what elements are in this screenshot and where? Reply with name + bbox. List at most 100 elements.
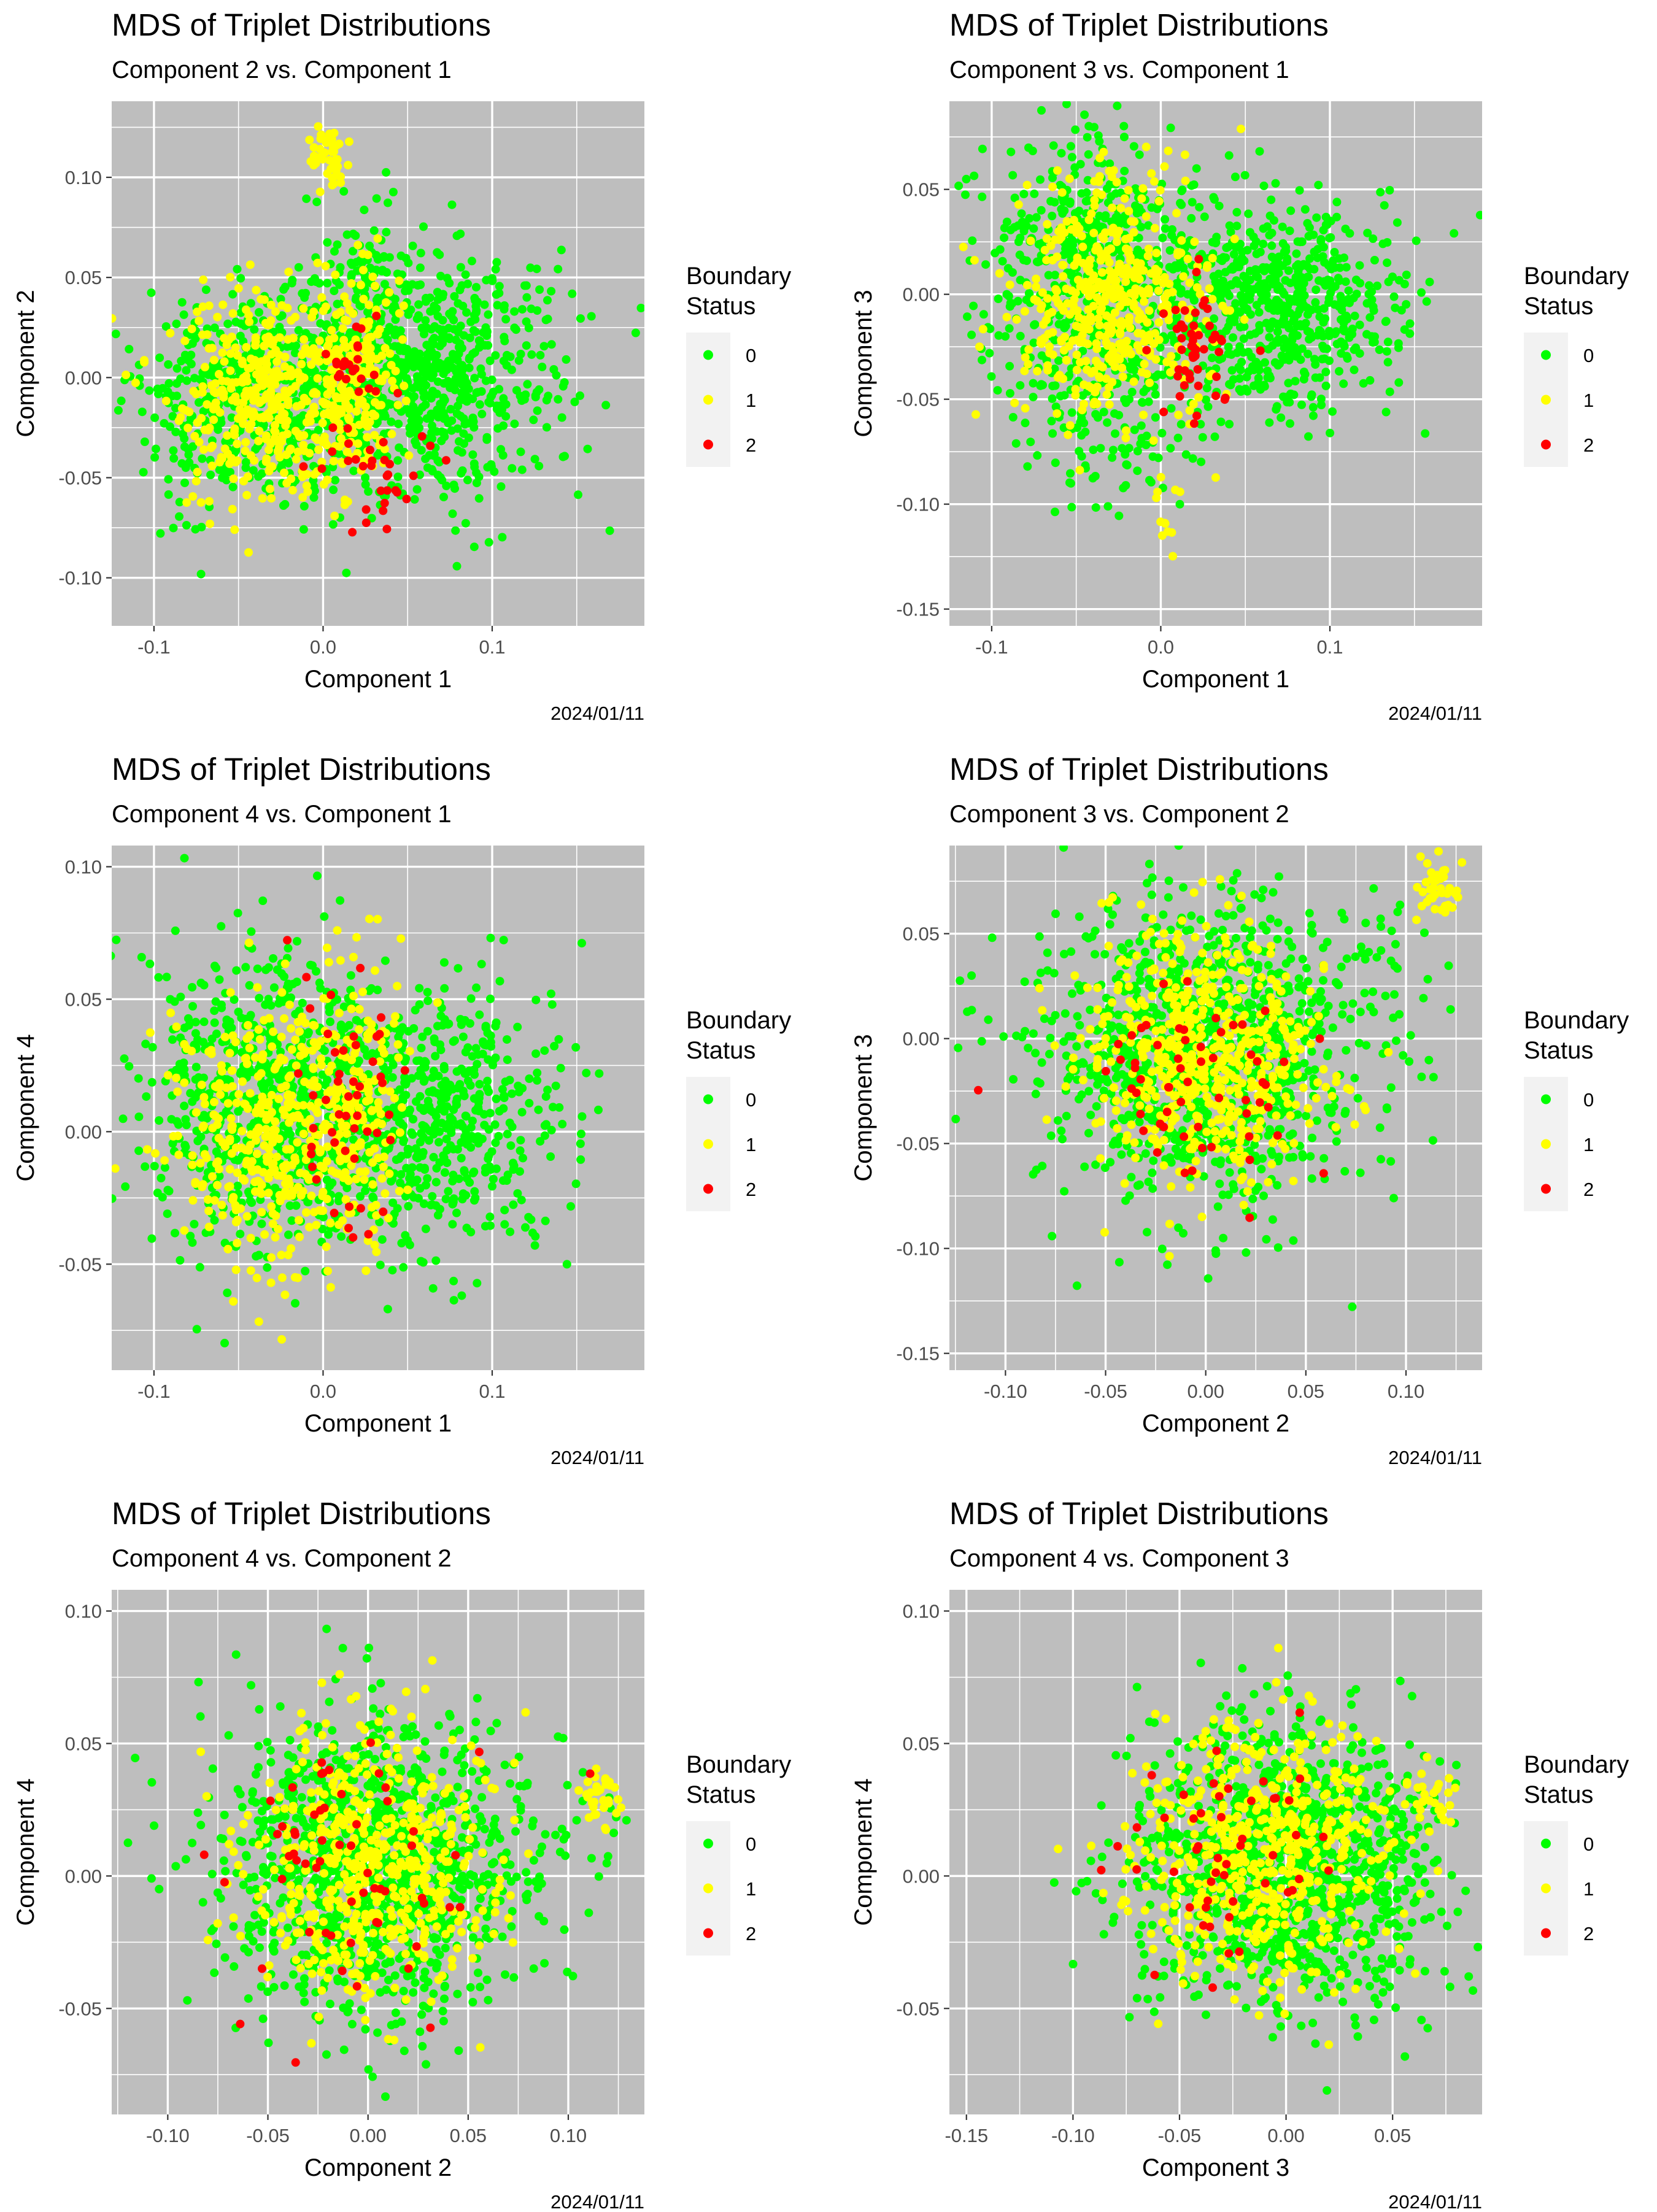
data-point-status-0 bbox=[172, 379, 181, 388]
data-point-status-0 bbox=[1385, 186, 1394, 195]
data-point-status-0 bbox=[508, 1090, 516, 1098]
data-point-status-2 bbox=[1192, 268, 1201, 276]
y-tick-label: -0.10 bbox=[896, 494, 940, 515]
data-point-status-0 bbox=[368, 1049, 377, 1058]
data-point-status-0 bbox=[470, 542, 479, 551]
data-point-status-0 bbox=[500, 1206, 509, 1214]
data-point-status-0 bbox=[487, 934, 495, 942]
data-point-status-0 bbox=[1066, 469, 1075, 478]
data-point-status-0 bbox=[474, 1132, 482, 1141]
data-point-status-0 bbox=[552, 1082, 560, 1090]
data-point-status-0 bbox=[411, 437, 419, 445]
data-point-status-1 bbox=[241, 393, 250, 401]
data-point-status-1 bbox=[388, 377, 396, 385]
data-point-status-0 bbox=[173, 364, 182, 373]
data-point-status-0 bbox=[1322, 382, 1331, 390]
data-point-status-2 bbox=[1200, 296, 1209, 305]
data-point-status-2 bbox=[380, 456, 389, 464]
data-point-status-0 bbox=[292, 341, 300, 350]
x-axis-label: Component 1 bbox=[1142, 666, 1289, 693]
data-point-status-1 bbox=[1152, 355, 1161, 364]
data-point-status-1 bbox=[1181, 177, 1190, 185]
data-point-status-2 bbox=[1256, 347, 1265, 355]
data-point-status-0 bbox=[223, 1289, 231, 1297]
chart-title: MDS of Triplet Distributions bbox=[112, 752, 491, 787]
data-point-status-0 bbox=[1127, 365, 1135, 374]
data-point-status-0 bbox=[1111, 189, 1120, 198]
data-point-status-2 bbox=[418, 432, 427, 441]
data-point-status-0 bbox=[100, 1045, 109, 1054]
data-point-status-1 bbox=[343, 299, 352, 307]
data-point-status-0 bbox=[1272, 260, 1281, 268]
data-point-status-0 bbox=[355, 257, 364, 266]
data-point-status-0 bbox=[1065, 479, 1074, 487]
data-point-status-0 bbox=[1351, 312, 1359, 320]
data-point-status-0 bbox=[523, 380, 531, 388]
data-point-status-0 bbox=[1331, 329, 1339, 338]
data-point-status-1 bbox=[330, 512, 339, 520]
data-point-status-1 bbox=[1098, 268, 1107, 277]
data-point-status-0 bbox=[477, 387, 486, 396]
data-point-status-0 bbox=[1267, 196, 1275, 204]
data-point-status-0 bbox=[417, 324, 426, 333]
data-point-status-0 bbox=[577, 1130, 585, 1138]
data-point-status-0 bbox=[1006, 148, 1015, 156]
data-point-status-0 bbox=[963, 312, 971, 321]
data-point-status-0 bbox=[987, 372, 996, 381]
data-point-status-0 bbox=[500, 1220, 509, 1228]
data-point-status-0 bbox=[1288, 333, 1297, 342]
data-point-status-1 bbox=[331, 392, 340, 401]
data-point-status-1 bbox=[1113, 237, 1121, 246]
data-point-status-0 bbox=[200, 1017, 209, 1026]
data-point-status-1 bbox=[1043, 294, 1052, 303]
data-point-status-1 bbox=[229, 309, 238, 318]
data-point-status-1 bbox=[975, 342, 984, 351]
data-point-status-1 bbox=[182, 498, 191, 507]
data-point-status-1 bbox=[280, 469, 288, 477]
data-point-status-1 bbox=[183, 424, 192, 433]
data-point-status-0 bbox=[388, 1073, 397, 1082]
data-point-status-2 bbox=[357, 325, 366, 333]
data-point-status-1 bbox=[198, 331, 207, 339]
data-point-status-0 bbox=[1383, 238, 1391, 247]
data-point-status-0 bbox=[1068, 408, 1076, 417]
data-point-status-0 bbox=[403, 1236, 412, 1244]
data-point-status-0 bbox=[1318, 355, 1326, 363]
data-point-status-1 bbox=[1152, 249, 1161, 257]
data-point-status-0 bbox=[931, 234, 940, 243]
data-point-status-1 bbox=[226, 273, 234, 282]
data-point-status-0 bbox=[486, 356, 495, 365]
data-point-status-0 bbox=[325, 1008, 334, 1016]
data-point-status-0 bbox=[547, 340, 556, 349]
data-point-status-1 bbox=[242, 491, 251, 499]
data-point-status-0 bbox=[1254, 282, 1263, 291]
data-point-status-0 bbox=[1219, 277, 1227, 285]
data-point-status-0 bbox=[169, 524, 178, 533]
data-point-status-0 bbox=[981, 260, 990, 269]
data-point-status-1 bbox=[197, 498, 206, 507]
data-point-status-0 bbox=[521, 1223, 530, 1231]
data-point-status-0 bbox=[442, 1146, 451, 1155]
data-point-status-0 bbox=[1300, 301, 1308, 310]
chart-title: MDS of Triplet Distributions bbox=[112, 7, 491, 42]
data-point-status-0 bbox=[1252, 358, 1261, 366]
data-point-status-0 bbox=[171, 428, 180, 436]
data-point-status-1 bbox=[294, 368, 303, 377]
data-point-status-1 bbox=[1110, 166, 1118, 175]
data-point-status-1 bbox=[1208, 254, 1217, 263]
data-point-status-1 bbox=[180, 337, 189, 345]
data-point-status-0 bbox=[427, 1106, 435, 1114]
data-point-status-0 bbox=[510, 420, 519, 428]
data-point-status-2 bbox=[339, 362, 347, 371]
data-point-status-0 bbox=[444, 356, 453, 365]
data-point-status-0 bbox=[169, 446, 177, 455]
data-point-status-1 bbox=[1142, 142, 1151, 151]
data-point-status-0 bbox=[175, 512, 183, 521]
data-point-status-0 bbox=[1157, 429, 1166, 437]
data-point-status-1 bbox=[1135, 309, 1144, 318]
data-point-status-1 bbox=[1147, 169, 1156, 178]
data-point-status-0 bbox=[443, 274, 452, 282]
data-point-status-1 bbox=[1108, 204, 1116, 212]
data-point-status-0 bbox=[430, 302, 438, 310]
data-point-status-0 bbox=[1016, 381, 1024, 390]
